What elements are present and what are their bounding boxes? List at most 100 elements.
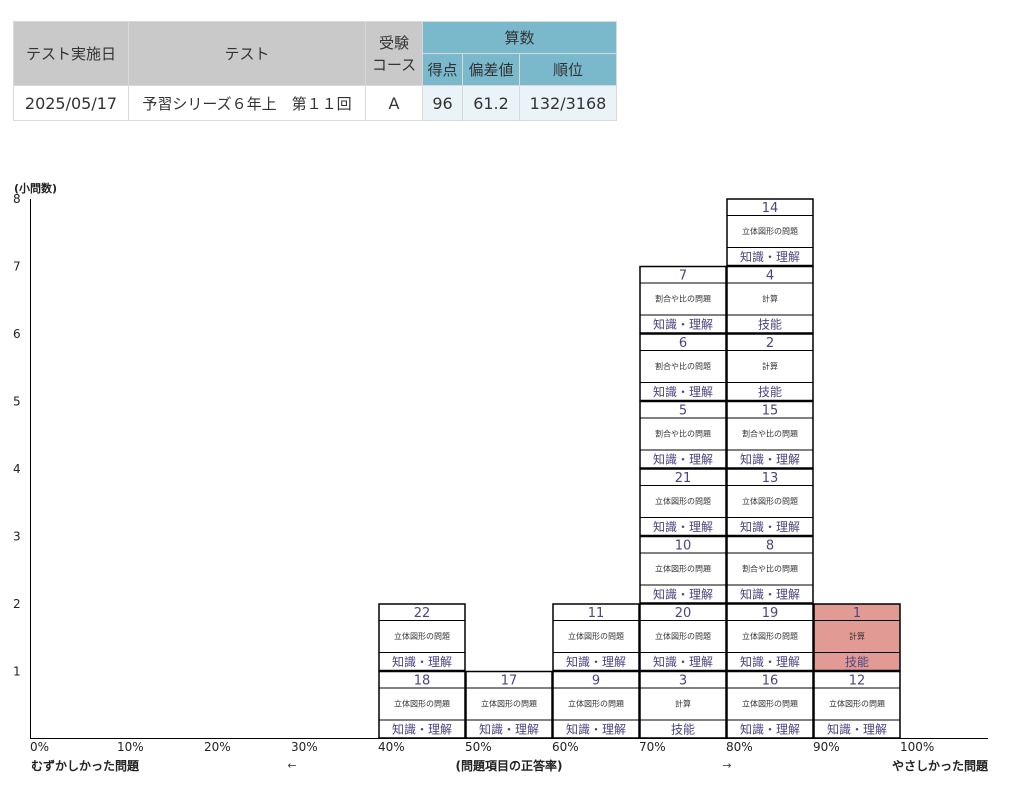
header-subject-math: 算数 xyxy=(422,21,617,54)
question-category: 立体図形の問題 xyxy=(829,699,885,709)
question-category: 立体図形の問題 xyxy=(742,496,798,506)
question-number: 11 xyxy=(588,606,605,621)
x-tick-label: 80% xyxy=(726,740,753,754)
question-number: 9 xyxy=(592,674,600,689)
question-category: 割合や比の問題 xyxy=(655,429,711,439)
value-deviation: 61.2 xyxy=(462,85,520,121)
value-test-date: 2025/05/17 xyxy=(13,85,129,121)
question-number: 10 xyxy=(675,539,692,554)
header-score: 得点 xyxy=(422,53,463,86)
question-category: 計算 xyxy=(849,631,865,641)
question-cell-box xyxy=(726,603,814,672)
question-cell-box xyxy=(552,670,640,739)
result-summary-table: テスト実施日 テスト 受験 コース 算数 得点 偏差値 順位 2025/05/1… xyxy=(13,21,617,121)
x-tick-label: 60% xyxy=(552,740,579,754)
x-tick-label: 70% xyxy=(639,740,666,754)
question-skill: 知識・理解 xyxy=(479,723,539,737)
question-number: 8 xyxy=(766,539,774,554)
question-number: 4 xyxy=(766,269,774,284)
question-skill: 知識・理解 xyxy=(653,385,713,399)
question-number: 16 xyxy=(762,674,779,689)
question-number: 18 xyxy=(414,674,431,689)
y-tick-label: 6 xyxy=(13,327,21,341)
question-skill: 知識・理解 xyxy=(827,723,887,737)
x-label-hard: むずかしかった問題 xyxy=(31,758,140,773)
y-ticks: 1 2 3 4 5 6 7 8 xyxy=(13,192,21,679)
question-category: 立体図形の問題 xyxy=(481,699,537,709)
question-skill: 技能 xyxy=(845,655,869,669)
question-number: 22 xyxy=(414,606,431,621)
x-tick-label: 10% xyxy=(117,740,144,754)
x-tick-label: 20% xyxy=(204,740,231,754)
question-number: 14 xyxy=(762,201,779,216)
arrow-right: → xyxy=(722,759,731,772)
question-skill: 知識・理解 xyxy=(740,250,800,264)
question-number: 21 xyxy=(675,471,692,486)
question-category: 割合や比の問題 xyxy=(742,564,798,574)
question-number: 20 xyxy=(675,606,692,621)
question-skill: 知識・理解 xyxy=(740,453,800,467)
question-number: 13 xyxy=(762,471,779,486)
question-cell-box xyxy=(726,198,814,267)
y-tick-label: 1 xyxy=(13,665,21,679)
y-tick-label: 5 xyxy=(13,395,21,409)
question-skill: 知識・理解 xyxy=(740,655,800,669)
y-tick-label: 7 xyxy=(13,260,21,274)
x-ticks: 0% 10% 20% 30% 40% 50% 60% 70% 80% 90% 100% xyxy=(30,740,934,754)
question-skill: 知識・理解 xyxy=(653,655,713,669)
y-tick-label: 4 xyxy=(13,462,21,476)
question-category: 立体図形の問題 xyxy=(568,631,624,641)
question-cell-box xyxy=(726,333,814,402)
y-tick-label: 3 xyxy=(13,530,21,544)
question-number: 17 xyxy=(501,674,518,689)
question-number: 12 xyxy=(849,674,866,689)
y-tick-label: 8 xyxy=(13,192,21,206)
question-category: 割合や比の問題 xyxy=(742,429,798,439)
question-number: 19 xyxy=(762,606,779,621)
question-skill: 知識・理解 xyxy=(392,723,452,737)
question-cell-box xyxy=(726,535,814,604)
question-skill: 知識・理解 xyxy=(740,723,800,737)
question-category: 割合や比の問題 xyxy=(655,361,711,371)
question-number: 7 xyxy=(679,269,687,284)
question-skill: 知識・理解 xyxy=(566,723,626,737)
question-skill: 技能 xyxy=(758,385,782,399)
x-label-easy: やさしかった問題 xyxy=(892,759,989,773)
y-axis-label: (小問数) xyxy=(14,181,57,195)
x-tick-label: 50% xyxy=(465,740,492,754)
question-category: 計算 xyxy=(675,699,691,709)
x-tick-label: 100% xyxy=(900,740,934,754)
x-label-center: (問題項目の正答率) xyxy=(456,758,563,773)
question-skill: 知識・理解 xyxy=(653,318,713,332)
question-category: 立体図形の問題 xyxy=(742,631,798,641)
question-number: 3 xyxy=(679,674,687,689)
question-skill: 知識・理解 xyxy=(653,520,713,534)
question-cell-box xyxy=(813,670,901,739)
question-skill: 技能 xyxy=(671,723,695,737)
question-cell-box xyxy=(726,468,814,537)
question-cell-box xyxy=(639,603,727,672)
question-skill: 知識・理解 xyxy=(653,588,713,602)
question-cell-box xyxy=(639,265,727,334)
question-number: 6 xyxy=(679,336,687,351)
question-cell-box xyxy=(378,603,466,672)
question-category: 立体図形の問題 xyxy=(655,496,711,506)
question-cell-box xyxy=(378,670,466,739)
value-rank: 132/3168 xyxy=(519,85,617,121)
